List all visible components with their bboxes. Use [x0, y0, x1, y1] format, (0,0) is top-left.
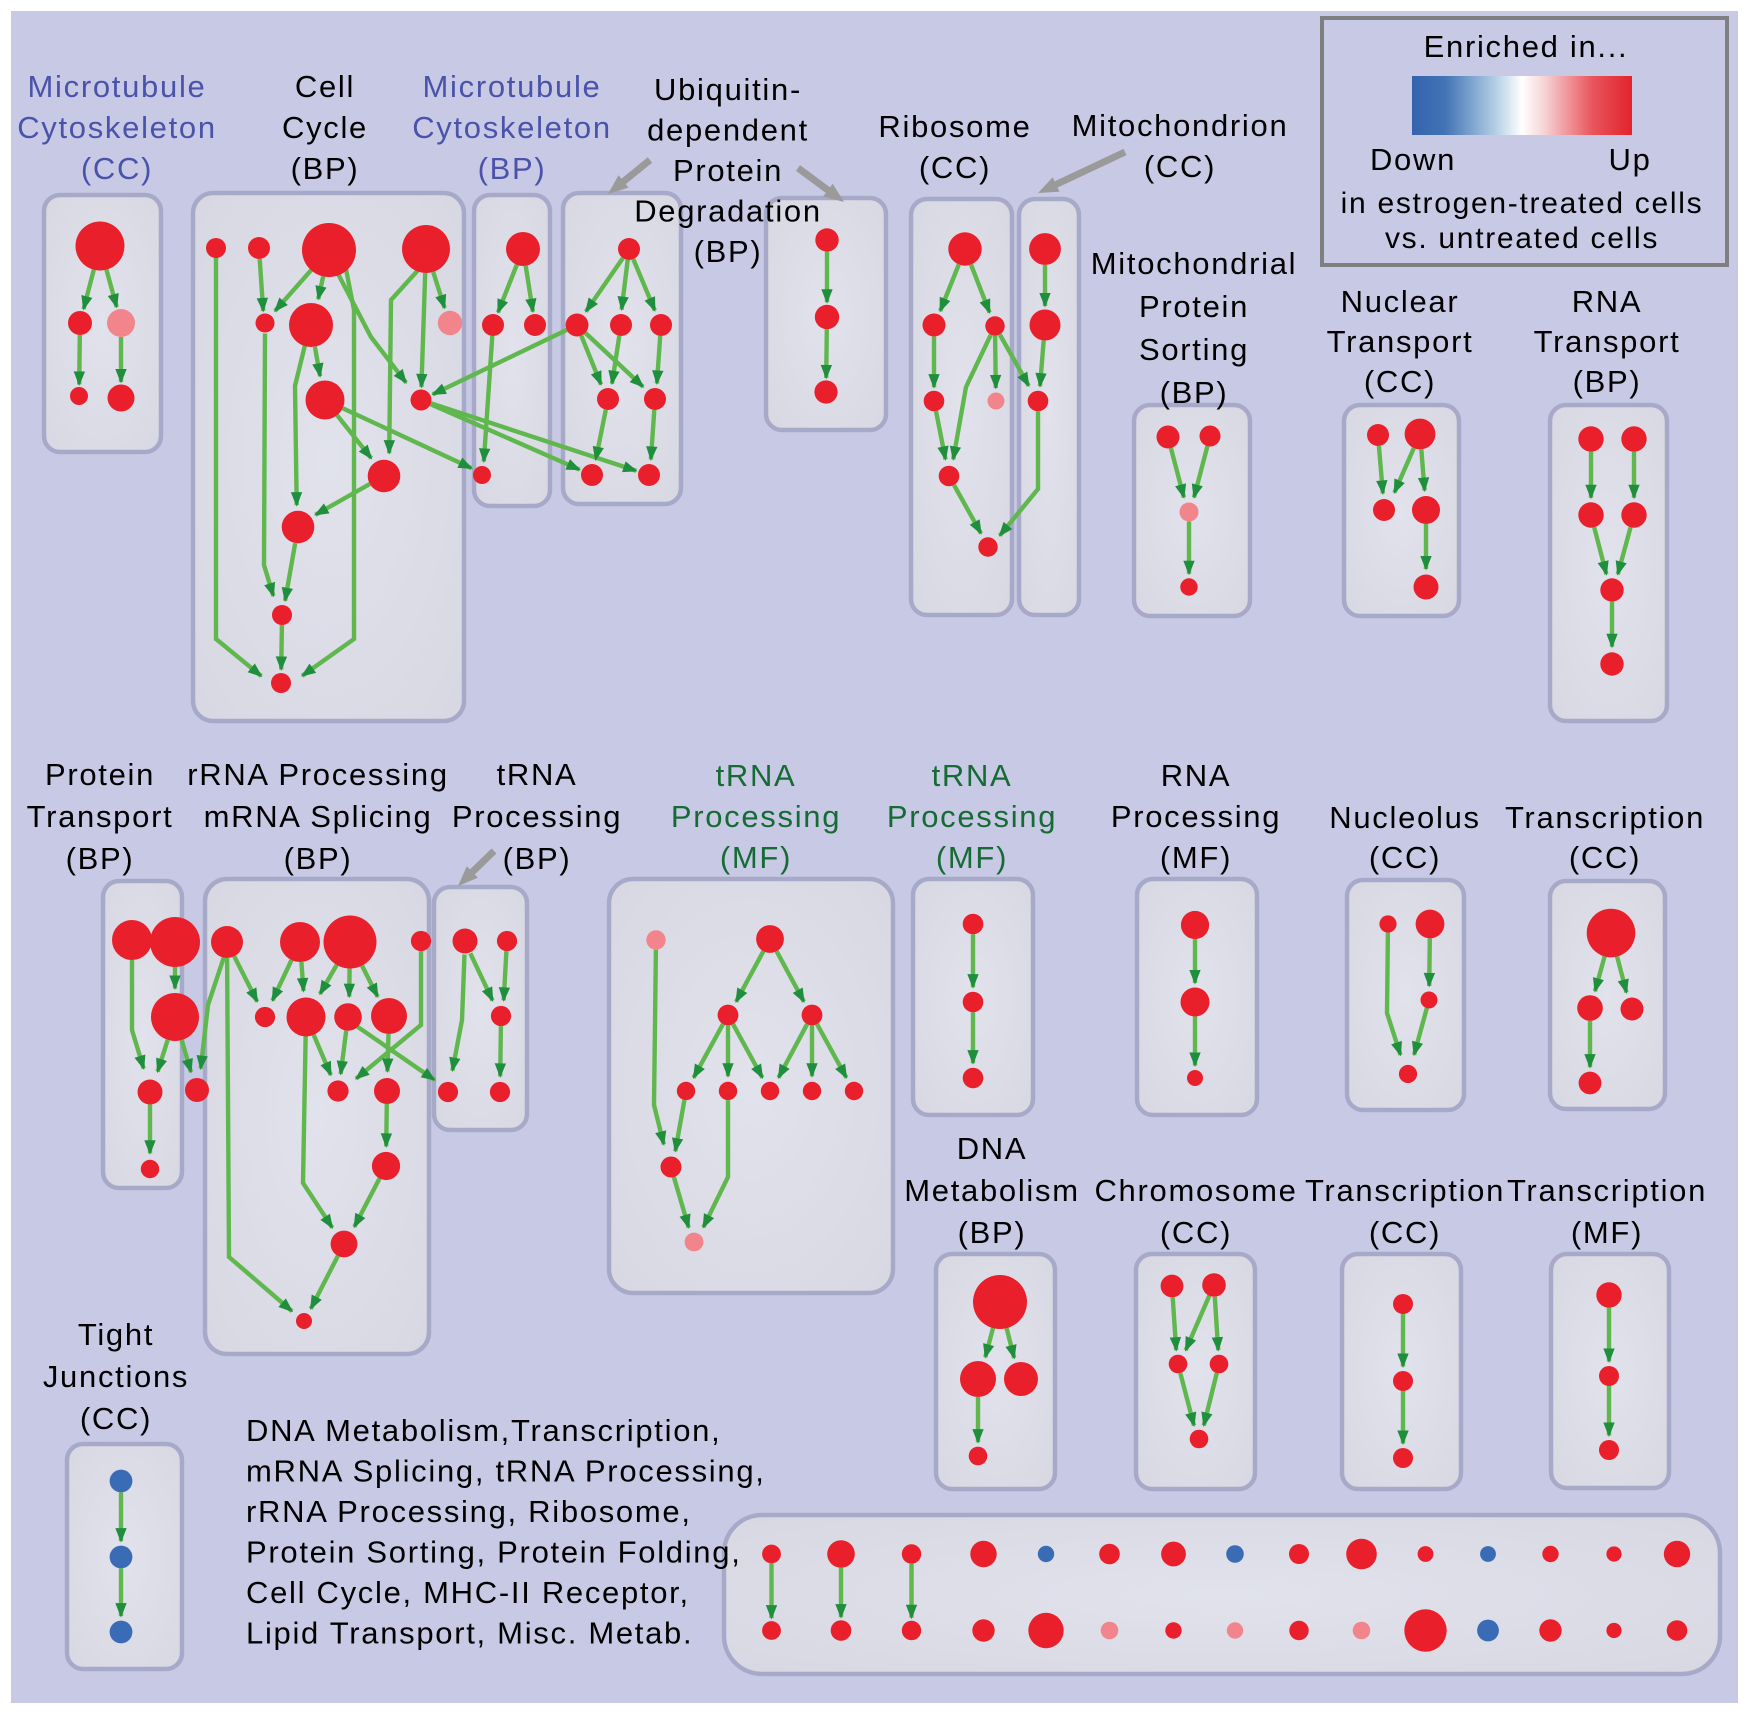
svg-text:(MF): (MF) — [1571, 1215, 1643, 1250]
svg-text:RNA: RNA — [1572, 284, 1643, 319]
svg-text:Mitochondrial: Mitochondrial — [1091, 246, 1297, 281]
svg-text:(CC): (CC) — [919, 150, 991, 185]
svg-text:tRNA: tRNA — [497, 757, 578, 792]
svg-text:rRNA Processing: rRNA Processing — [187, 757, 449, 792]
svg-text:Ribosome: Ribosome — [878, 109, 1031, 144]
svg-text:DNA: DNA — [957, 1131, 1028, 1166]
svg-text:(CC): (CC) — [81, 151, 153, 186]
svg-text:Cycle: Cycle — [282, 110, 368, 145]
svg-text:Enriched in...: Enriched in... — [1424, 29, 1629, 64]
svg-text:tRNA: tRNA — [932, 758, 1013, 793]
svg-text:(BP): (BP) — [694, 234, 763, 269]
svg-text:in estrogen-treated cells: in estrogen-treated cells — [1341, 187, 1704, 220]
svg-text:Lipid Transport, Misc. Metab.: Lipid Transport, Misc. Metab. — [246, 1616, 693, 1651]
svg-text:Processing: Processing — [671, 799, 841, 834]
svg-text:Cell: Cell — [295, 69, 355, 104]
svg-text:tRNA: tRNA — [716, 758, 797, 793]
svg-text:RNA: RNA — [1161, 758, 1232, 793]
svg-text:(CC): (CC) — [1160, 1215, 1232, 1250]
svg-text:Protein: Protein — [45, 757, 155, 792]
svg-text:Microtubule: Microtubule — [423, 69, 602, 104]
svg-text:(MF): (MF) — [720, 840, 792, 875]
svg-text:Transcription: Transcription — [1305, 1173, 1505, 1208]
svg-text:Chromosome: Chromosome — [1094, 1173, 1297, 1208]
svg-text:Up: Up — [1608, 142, 1651, 177]
svg-text:rRNA Processing, Ribosome,: rRNA Processing, Ribosome, — [246, 1494, 692, 1529]
svg-text:(BP): (BP) — [1573, 364, 1642, 399]
svg-text:Protein Sorting, Protein Foldi: Protein Sorting, Protein Folding, — [246, 1535, 742, 1570]
svg-text:Down: Down — [1370, 142, 1456, 177]
svg-text:Cytoskeleton: Cytoskeleton — [412, 110, 612, 145]
svg-text:(MF): (MF) — [1160, 840, 1232, 875]
svg-text:Degradation: Degradation — [634, 194, 822, 229]
svg-text:Processing: Processing — [452, 799, 622, 834]
svg-text:dependent: dependent — [647, 113, 809, 148]
svg-text:mRNA Splicing, tRNA Processing: mRNA Splicing, tRNA Processing, — [246, 1454, 766, 1489]
svg-text:(BP): (BP) — [291, 151, 360, 186]
svg-text:Transcription: Transcription — [1505, 800, 1705, 835]
svg-text:(BP): (BP) — [503, 841, 572, 876]
svg-text:(MF): (MF) — [936, 840, 1008, 875]
svg-text:Tight: Tight — [78, 1317, 154, 1352]
svg-text:(CC): (CC) — [1364, 364, 1436, 399]
svg-text:DNA Metabolism,Transcription,: DNA Metabolism,Transcription, — [246, 1413, 721, 1448]
svg-text:Ubiquitin-: Ubiquitin- — [654, 72, 802, 107]
svg-text:(CC): (CC) — [1144, 149, 1216, 184]
svg-text:Microtubule: Microtubule — [28, 69, 207, 104]
svg-text:Nucleolus: Nucleolus — [1329, 800, 1480, 835]
svg-text:Protein: Protein — [673, 153, 783, 188]
svg-text:(CC): (CC) — [80, 1401, 152, 1436]
svg-text:(BP): (BP) — [1160, 375, 1229, 410]
svg-text:(BP): (BP) — [284, 841, 353, 876]
svg-text:Metabolism: Metabolism — [904, 1173, 1080, 1208]
svg-text:Junctions: Junctions — [43, 1359, 189, 1394]
svg-text:(BP): (BP) — [66, 841, 135, 876]
svg-text:Transcription: Transcription — [1507, 1173, 1707, 1208]
svg-text:(CC): (CC) — [1369, 840, 1441, 875]
svg-text:Mitochondrion: Mitochondrion — [1072, 108, 1289, 143]
svg-text:vs. untreated cells: vs. untreated cells — [1385, 222, 1659, 255]
svg-text:Transport: Transport — [1534, 324, 1681, 359]
svg-text:Cytoskeleton: Cytoskeleton — [17, 110, 217, 145]
svg-text:Sorting: Sorting — [1139, 332, 1249, 367]
svg-text:Processing: Processing — [1111, 799, 1281, 834]
svg-text:Transport: Transport — [1327, 324, 1474, 359]
svg-text:Processing: Processing — [887, 799, 1057, 834]
svg-text:Nuclear: Nuclear — [1341, 284, 1460, 319]
svg-text:(BP): (BP) — [958, 1215, 1027, 1250]
svg-text:(CC): (CC) — [1569, 840, 1641, 875]
svg-text:mRNA Splicing: mRNA Splicing — [204, 799, 433, 834]
svg-text:Protein: Protein — [1139, 289, 1249, 324]
svg-text:(CC): (CC) — [1369, 1215, 1441, 1250]
svg-text:Transport: Transport — [27, 799, 174, 834]
svg-text:(BP): (BP) — [478, 151, 547, 186]
svg-text:Cell Cycle, MHC-II Receptor,: Cell Cycle, MHC-II Receptor, — [246, 1575, 690, 1610]
